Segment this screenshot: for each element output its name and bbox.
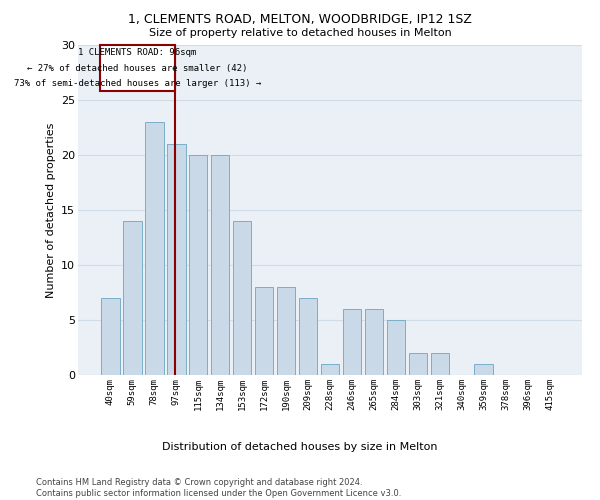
- Bar: [431, 353, 449, 375]
- Bar: [123, 221, 142, 375]
- Text: Contains HM Land Registry data © Crown copyright and database right 2024.
Contai: Contains HM Land Registry data © Crown c…: [36, 478, 401, 498]
- Bar: [365, 309, 383, 375]
- Bar: [255, 287, 274, 375]
- Bar: [343, 309, 361, 375]
- Bar: [475, 364, 493, 375]
- Bar: [299, 298, 317, 375]
- Bar: [233, 221, 251, 375]
- Bar: [167, 144, 185, 375]
- Text: ← 27% of detached houses are smaller (42): ← 27% of detached houses are smaller (42…: [27, 64, 247, 72]
- Bar: [145, 122, 164, 375]
- Bar: [409, 353, 427, 375]
- Text: 1 CLEMENTS ROAD: 96sqm: 1 CLEMENTS ROAD: 96sqm: [78, 48, 196, 57]
- Bar: [277, 287, 295, 375]
- Bar: [101, 298, 119, 375]
- Bar: [100, 45, 175, 91]
- Y-axis label: Number of detached properties: Number of detached properties: [46, 122, 56, 298]
- Text: Distribution of detached houses by size in Melton: Distribution of detached houses by size …: [162, 442, 438, 452]
- Bar: [320, 364, 340, 375]
- Bar: [189, 155, 208, 375]
- Text: 73% of semi-detached houses are larger (113) →: 73% of semi-detached houses are larger (…: [14, 79, 261, 88]
- Text: 1, CLEMENTS ROAD, MELTON, WOODBRIDGE, IP12 1SZ: 1, CLEMENTS ROAD, MELTON, WOODBRIDGE, IP…: [128, 12, 472, 26]
- Text: Size of property relative to detached houses in Melton: Size of property relative to detached ho…: [149, 28, 451, 38]
- Bar: [211, 155, 229, 375]
- Bar: [386, 320, 405, 375]
